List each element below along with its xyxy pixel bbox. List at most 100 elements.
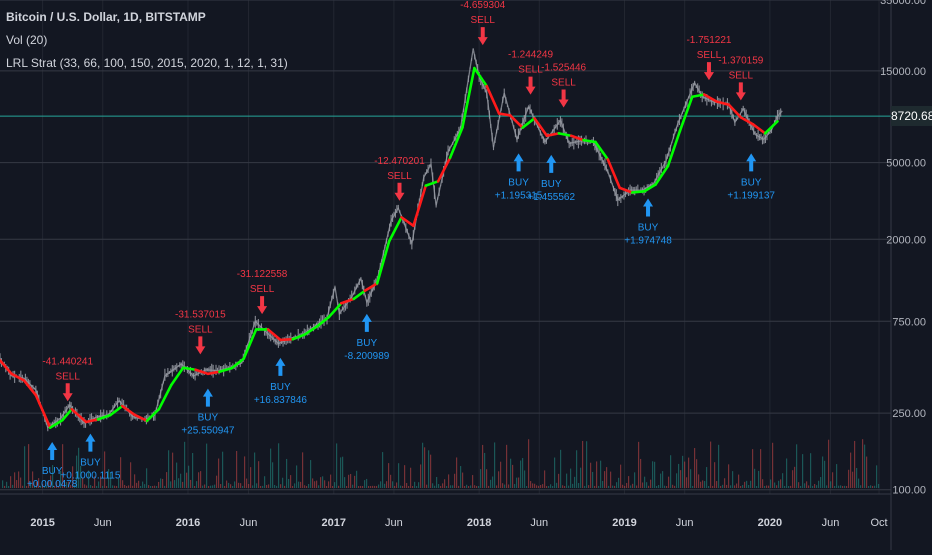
- volume-bar: [322, 476, 324, 488]
- lrl-segment: [363, 282, 379, 293]
- volume-bar: [396, 482, 398, 488]
- volume-bar: [552, 485, 554, 488]
- volume-bar: [130, 462, 132, 488]
- volume-bar: [122, 480, 124, 488]
- volume-bar: [184, 441, 186, 488]
- volume-bar: [380, 481, 382, 488]
- volume-bar: [848, 469, 850, 488]
- volume-bar: [4, 485, 6, 488]
- volume-bar: [26, 485, 28, 488]
- lrl-segment: [120, 404, 136, 417]
- volume-bar: [186, 472, 188, 488]
- volume-bar: [228, 482, 230, 488]
- volume-bar: [358, 485, 360, 488]
- sell-arrow: [525, 76, 536, 95]
- volume-bar: [426, 484, 428, 488]
- volume-bar: [628, 476, 630, 488]
- volume-bar: [372, 485, 374, 488]
- lrl-segment: [557, 132, 573, 138]
- volume-bar: [232, 485, 234, 488]
- lrl-segment: [690, 93, 706, 99]
- volume-bar: [386, 481, 388, 488]
- volume-bar: [248, 484, 250, 488]
- volume-bar: [604, 471, 606, 488]
- volume-bar: [314, 481, 316, 488]
- volume-bar: [86, 485, 88, 488]
- volume-bar: [172, 452, 174, 488]
- lrl-segment: [96, 413, 112, 421]
- lrl-segment: [545, 132, 561, 138]
- volume-bar: [374, 485, 376, 488]
- x-tick-label: 2020: [758, 517, 782, 529]
- lrl-segment: [279, 337, 295, 342]
- volume-bar: [586, 441, 588, 488]
- volume-bar: [584, 485, 586, 488]
- lrl-segment: [739, 116, 755, 126]
- volume-bar: [300, 481, 302, 488]
- volume-bar: [336, 443, 338, 488]
- volume-bar: [796, 444, 798, 488]
- volume-bar: [818, 480, 820, 488]
- lrl-segment: [327, 301, 343, 319]
- volume-bar: [218, 458, 220, 488]
- volume-bar: [156, 485, 158, 488]
- volume-bar: [644, 476, 646, 488]
- volume-bar: [318, 485, 320, 488]
- volume-bar: [836, 464, 838, 488]
- volume-bar: [80, 465, 82, 488]
- volume-bar: [298, 481, 300, 488]
- volume-bar: [612, 485, 614, 488]
- volume-bar: [240, 483, 242, 488]
- lrl-segment: [643, 183, 657, 193]
- lrl-segment: [533, 117, 549, 138]
- volume-bar: [668, 476, 670, 488]
- volume-bar: [624, 485, 626, 488]
- volume-bar: [326, 486, 328, 488]
- volume-bar: [364, 480, 366, 488]
- volume-bar: [176, 462, 178, 488]
- lrl-segment: [303, 325, 319, 336]
- lrl-segment: [145, 407, 161, 423]
- strategy-label[interactable]: LRL Strat (33, 66, 100, 150, 2015, 2020,…: [6, 56, 288, 70]
- buy-arrow: [361, 313, 372, 332]
- volume-bar: [452, 485, 454, 488]
- symbol-title[interactable]: Bitcoin / U.S. Dollar, 1D, BITSTAMP: [6, 10, 206, 24]
- volume-bar: [142, 481, 144, 488]
- volume-bar: [594, 485, 596, 488]
- volume-bar: [16, 480, 18, 488]
- volume-bar: [520, 460, 522, 488]
- volume-bar: [178, 478, 180, 488]
- volume-bar: [850, 452, 852, 488]
- volume-bar: [708, 485, 710, 488]
- lrl-segment: [242, 328, 258, 360]
- volume-bar: [540, 484, 542, 488]
- x-tick-label: Jun: [240, 517, 258, 529]
- lrl-segment: [352, 289, 367, 301]
- lrl-segment: [424, 180, 440, 187]
- sell-value: -1.370159: [718, 55, 763, 66]
- volume-bar: [68, 481, 70, 488]
- volume-bar: [296, 465, 298, 488]
- volume-bar: [826, 485, 828, 488]
- volume-bar: [666, 485, 668, 488]
- volume-bar: [648, 485, 650, 488]
- buy-arrow: [546, 154, 557, 173]
- volume-bar: [718, 444, 720, 488]
- buy-arrow: [202, 388, 213, 407]
- volume-bar: [410, 467, 412, 488]
- volume-bar: [748, 485, 750, 488]
- volume-bar: [12, 484, 14, 488]
- volume-bar: [354, 475, 356, 488]
- volume-bar: [616, 482, 618, 488]
- sell-label: SELL: [55, 371, 80, 382]
- volume-bar: [712, 485, 714, 488]
- volume-bar: [790, 485, 792, 488]
- volume-indicator-label[interactable]: Vol (20): [6, 33, 48, 47]
- volume-bar: [96, 485, 98, 488]
- lrl-segment: [508, 114, 524, 129]
- volume-bar: [204, 484, 206, 488]
- volume-bar: [482, 444, 484, 488]
- volume-bar: [534, 483, 536, 488]
- sell-value: -41.440241: [42, 356, 93, 367]
- volume-bar: [678, 463, 680, 488]
